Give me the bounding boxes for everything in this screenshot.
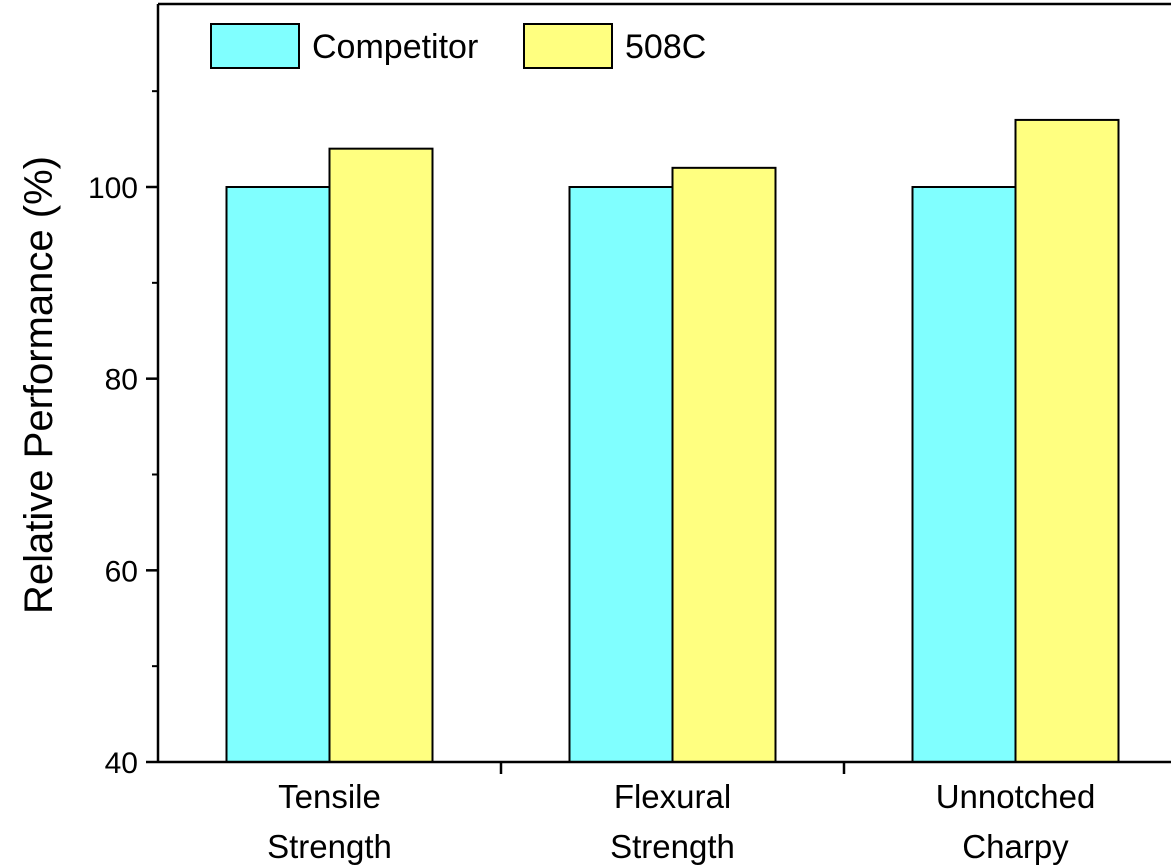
- x-category-label: Tensile: [278, 778, 381, 815]
- bar-competitor-2: [568, 186, 674, 763]
- y-tick-label: 100: [88, 172, 138, 205]
- bars-group: [225, 118, 1120, 764]
- x-category-label: Charpy: [962, 828, 1069, 865]
- legend-swatch-508c: [523, 23, 613, 69]
- axes-group: [156, 2, 1171, 764]
- bar-508c-1: [328, 147, 434, 763]
- bar-competitor-3: [911, 186, 1017, 763]
- bar-competitor-1: [225, 186, 331, 763]
- y-tick-label: 40: [105, 747, 138, 780]
- x-ticks-group: Tensile Strength Flexural Strength Unnotched…: [267, 762, 1095, 865]
- y-tick-label: 60: [105, 555, 138, 588]
- y-axis-label: Relative Performance (%): [17, 156, 61, 614]
- legend-label-508c: 508C: [625, 28, 706, 66]
- x-category-label: Strength: [267, 828, 392, 865]
- legend-swatch-competitor: [210, 23, 300, 69]
- x-category-label: Unnotched: [936, 778, 1096, 815]
- x-category-label: Strength: [610, 828, 735, 865]
- bar-508c-2: [671, 166, 777, 764]
- bar-508c-3: [1014, 118, 1120, 763]
- y-ticks-group: 40 60 80 100: [88, 90, 158, 780]
- legend-label-competitor: Competitor: [312, 28, 478, 66]
- legend: Competitor 508C: [210, 23, 706, 69]
- y-tick-label: 80: [105, 364, 138, 397]
- x-category-label: Flexural: [614, 778, 731, 815]
